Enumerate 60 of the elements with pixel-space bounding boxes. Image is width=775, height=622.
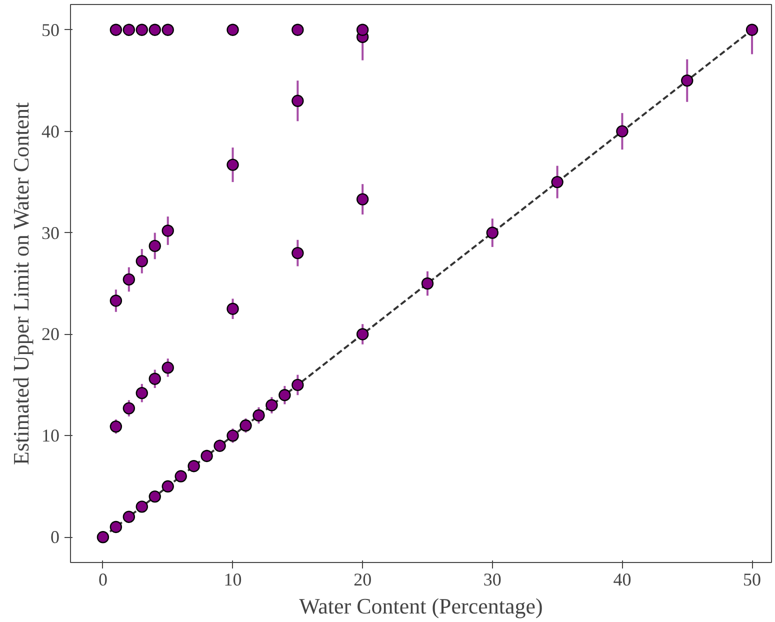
point	[292, 94, 304, 107]
y-tick-label: 40	[42, 121, 60, 142]
point	[96, 531, 110, 544]
point	[226, 24, 239, 36]
point	[356, 193, 369, 206]
point	[551, 176, 564, 188]
point	[240, 419, 252, 432]
point	[148, 490, 161, 503]
y-axis-title: Estimated Upper Limit on Water Content	[8, 102, 34, 465]
point	[746, 24, 758, 36]
x-tick-label: 40	[613, 570, 632, 590]
point	[226, 158, 239, 171]
point	[292, 246, 304, 260]
y-tick-label: 20	[42, 324, 60, 344]
point	[110, 294, 122, 307]
point	[136, 386, 148, 400]
point	[148, 240, 161, 252]
point	[421, 277, 434, 290]
point	[356, 328, 369, 340]
point	[188, 460, 200, 472]
x-tick-label: 0	[98, 570, 108, 590]
point	[148, 372, 161, 385]
point	[122, 24, 136, 36]
x-tick-label: 20	[354, 570, 372, 590]
point	[136, 500, 148, 513]
y-tick-label: 30	[42, 222, 60, 243]
point	[486, 226, 498, 239]
point	[174, 470, 187, 482]
point	[200, 450, 213, 462]
y-tick-label: 0	[50, 527, 60, 548]
point	[616, 125, 628, 138]
point	[226, 302, 239, 315]
point	[136, 255, 148, 268]
point	[292, 24, 304, 36]
point	[122, 273, 136, 286]
point	[110, 420, 122, 433]
point	[122, 510, 136, 523]
point	[136, 24, 148, 36]
x-tick-label: 10	[224, 570, 242, 590]
point	[278, 389, 291, 402]
point	[292, 378, 304, 392]
x-tick-label: 30	[483, 570, 502, 590]
point	[162, 224, 174, 237]
point	[226, 430, 239, 442]
x-axis-title: Water Content (Percentage)	[299, 594, 543, 618]
point	[214, 440, 226, 452]
point	[110, 24, 122, 36]
y-tick-label: 50	[42, 20, 60, 40]
point	[162, 24, 174, 36]
point	[266, 399, 278, 412]
point	[110, 520, 122, 534]
point	[162, 480, 174, 492]
point	[356, 24, 369, 36]
y-tick-label: 10	[42, 426, 60, 446]
point	[122, 402, 136, 414]
point	[252, 409, 265, 422]
point	[681, 74, 694, 87]
x-tick-label: 50	[743, 570, 762, 590]
point	[148, 24, 161, 36]
point	[162, 362, 174, 374]
